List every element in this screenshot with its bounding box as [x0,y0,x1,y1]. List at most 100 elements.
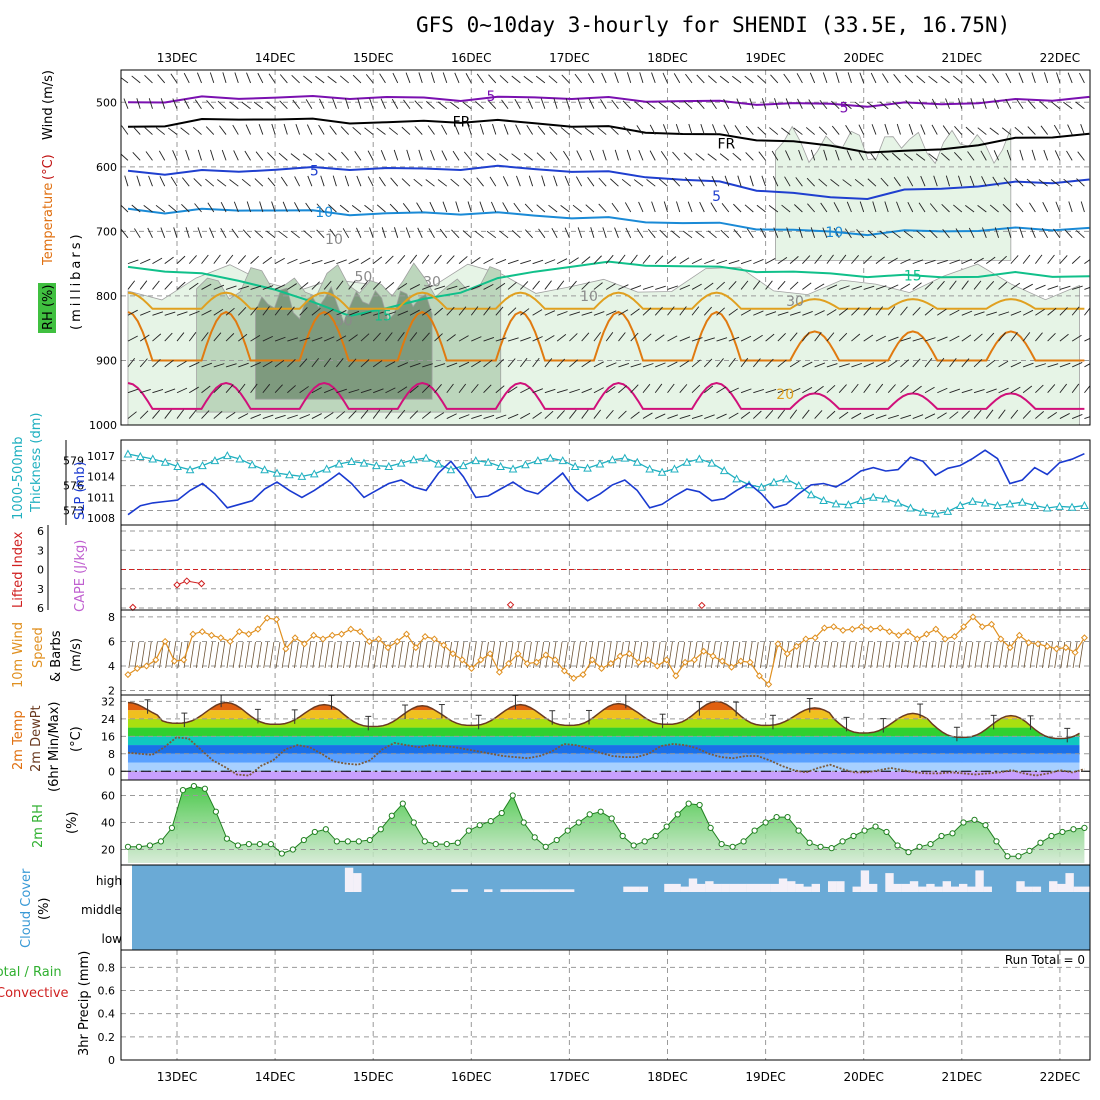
wind-barb [287,359,296,368]
wind-barb [515,124,521,135]
wind-barb [155,204,166,213]
wind-barb [973,257,984,265]
thickness-point [955,500,965,510]
date-label-top: 18DEC [647,51,687,65]
wind-barb [728,259,740,265]
wind-barb [569,388,580,394]
wind-barb [646,179,656,187]
wind-barb [354,151,362,161]
wind-speed-point [421,633,429,641]
lifted-tick: 3 [37,544,44,557]
wind-barb [765,311,777,316]
wind-barb [949,411,959,419]
rh-region [774,125,1012,261]
wind-barb [875,256,885,264]
wind-barb [924,307,934,316]
wind-speed-point [867,625,875,633]
wind-speed-point [393,637,401,645]
wind-barb [262,335,273,342]
wind-barb [575,176,583,187]
wind-barb [467,201,472,213]
date-label-bottom: 21DEC [942,1070,982,1084]
wind-barb [622,100,632,110]
wind-barb [188,255,197,264]
wind-speed-point [625,650,633,658]
surface-barb [845,641,851,669]
wind-barb [931,124,938,135]
axis-label-wind: Wind [41,107,56,140]
thickness-point [931,509,940,518]
surface-barb [251,641,256,669]
rh-point [751,827,758,834]
wind-barb [417,227,423,239]
wind-barb [630,285,642,290]
wind-barb [634,101,644,110]
wind-barb [845,124,852,135]
wind-barb [1003,177,1012,187]
wind-barb [949,388,961,394]
rh-point [1037,839,1044,846]
precip-plot [121,966,1090,1061]
wind-barb [553,98,558,109]
rh-point [960,819,967,826]
surface-barb [447,641,453,669]
surface-barb [876,641,882,669]
wind-barb [483,336,495,342]
wind-barb [299,337,311,342]
surface-barb [428,641,434,669]
cloud-bar [549,889,558,892]
rh-point [498,809,505,817]
wind-barb [425,179,435,187]
wind-barb [854,178,864,187]
wind-barb [1059,307,1068,316]
wind-speed-point [1006,644,1014,652]
wind-barb [148,175,153,187]
wind-barb [495,259,507,265]
wind-barb [250,255,259,264]
wind-barb [662,124,668,135]
wind-barb [475,152,484,161]
wind-barb [905,99,914,110]
wind-barb [621,178,631,187]
wind-barb [348,389,360,394]
wind-barb [587,176,595,187]
temp-tick: 16 [101,730,115,743]
wind-barb [237,383,246,394]
wind-barb [315,75,325,84]
wind-barb [673,73,681,84]
wind-tick: 4 [108,660,115,673]
rh-point [366,836,373,844]
rh-point [124,843,132,850]
pressure-tick: 500 [96,96,117,109]
wind-barb [1054,150,1061,161]
wind-barb [851,362,862,368]
wind-barb [1043,72,1049,84]
wind-barb [392,72,399,84]
wind-barb [980,150,987,161]
wind-barb [176,332,185,342]
wind-barb [593,311,605,316]
wind-barb [471,414,482,419]
wind-barb [685,177,693,187]
wind-barb [651,201,656,213]
wind-barb [830,179,840,187]
wind-barb [871,124,877,135]
wind-barb [507,307,517,316]
thickness-point [309,469,319,478]
wind-barb [418,149,423,161]
wind-barb [961,280,969,290]
wind-barb [593,387,604,394]
wind-barb [422,284,433,290]
wind-barb [511,230,521,239]
surface-barb [950,641,955,669]
wind-barb [488,74,497,84]
wind-barb [462,101,472,110]
wind-barb [875,361,886,368]
wind-barb [339,75,349,84]
wind-speed-point [319,635,327,643]
wind-barb [217,100,227,110]
wind-barb [642,412,653,419]
cloud-bar [918,886,927,892]
thickness-point [570,461,580,470]
